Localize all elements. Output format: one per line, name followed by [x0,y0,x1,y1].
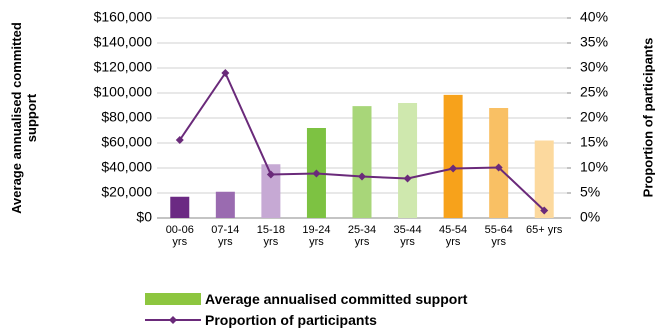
bar [489,108,509,218]
y2-tick-label: 20% [580,109,608,125]
bar [215,191,235,218]
marker [312,169,321,178]
y2-tick-label: 15% [580,134,608,150]
x-tick-label: 45-54 yrs [439,224,468,248]
y2-tick-label: 0% [580,209,600,225]
x-tick-label: 35-44 yrs [393,224,422,248]
legend-swatch [145,293,201,305]
marker [449,164,458,173]
bar [261,164,281,218]
bar [352,106,372,218]
x-tick-label: 65+ yrs [526,224,563,236]
marker [540,206,549,215]
y2-tick-label: 35% [580,34,608,50]
x-tick-label: 25-34 yrs [347,224,377,248]
marker [494,163,503,172]
legend-label: Proportion of participants [205,312,377,328]
y2-tick-label: 30% [580,59,608,75]
x-tick-label: 55-64 yrs [484,224,513,248]
y2-tick-label: 5% [580,184,600,200]
y-tick-label: $140,000 [94,34,153,50]
y-tick-label: $160,000 [94,9,153,25]
y-tick-label: $60,000 [101,134,152,150]
bar [170,196,190,218]
y2-axis-title: Proportion of participants [640,37,656,198]
marker [403,174,412,183]
x-tick-label: 15-18 yrs [256,224,285,248]
y-tick-label: $100,000 [94,84,153,100]
marker [221,69,230,77]
legend-label: Average annualised committed support [205,291,468,307]
x-tick-label: 00-06 yrs [165,224,194,248]
legend-marker [169,316,177,324]
bar [534,140,554,218]
bar [443,94,463,218]
y2-tick-label: 25% [580,84,608,100]
bar [398,103,418,218]
y-tick-label: $0 [136,209,152,225]
x-tick-label: 07-14 yrs [211,224,240,248]
marker [358,172,366,181]
y-tick-label: $20,000 [101,184,152,200]
y-tick-label: $40,000 [101,159,152,175]
x-tick-label: 19-24 yrs [302,224,331,248]
y2-tick-label: 40% [580,9,608,25]
y2-tick-label: 10% [580,159,608,175]
y-tick-label: $120,000 [94,59,153,75]
y-axis-title: Average annualised committed support [9,22,39,214]
marker [175,136,184,144]
marker [266,170,275,179]
y-tick-label: $80,000 [101,109,152,125]
